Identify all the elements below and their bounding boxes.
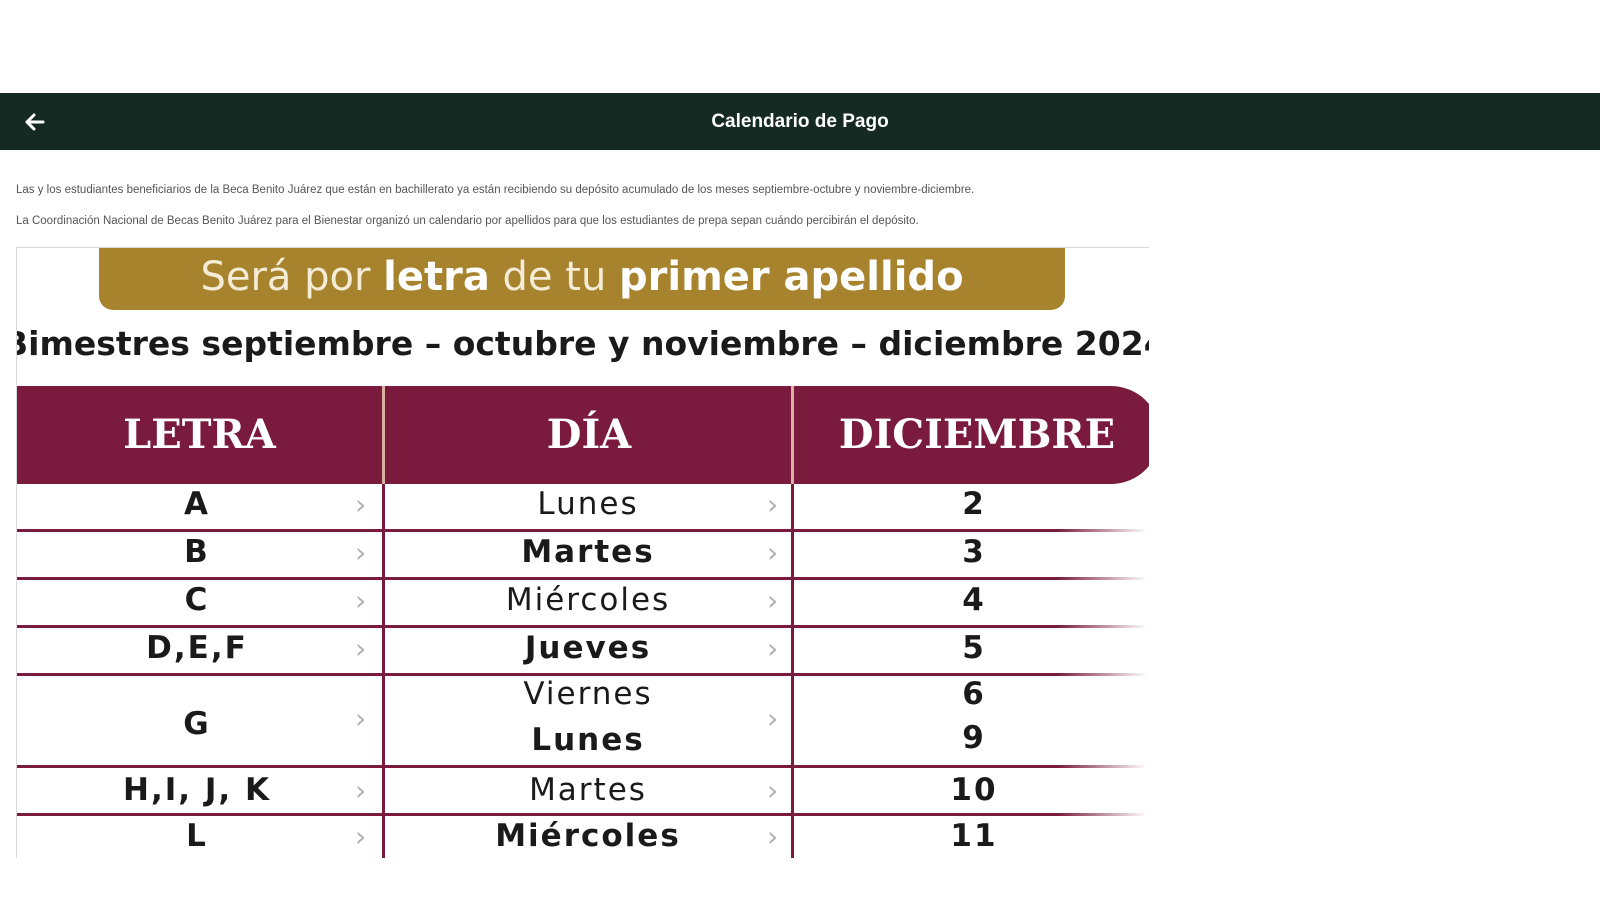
column-divider [791, 484, 794, 858]
row-day: Martes [521, 534, 655, 570]
table-header: LETRA DÍA DICIEMBRE [17, 386, 1149, 484]
chevron-right-icon: › [767, 702, 779, 735]
chevron-right-icon: › [355, 774, 367, 807]
letter-banner: Será por letra de tu primer apellido [99, 248, 1065, 310]
header-divider [382, 386, 385, 484]
intro-paragraph-1: Las y los estudiantes beneficiarios de l… [16, 184, 975, 196]
banner-text-2: letra [383, 254, 490, 300]
chevron-right-icon: › [355, 488, 367, 521]
table-row: L › Miércoles › 11 [17, 816, 1149, 858]
row-date: 6 [962, 676, 986, 712]
row-day: Viernes [523, 676, 653, 712]
table-row: A › Lunes › 2 [17, 484, 1149, 532]
app-bar: Calendario de Pago [0, 93, 1600, 150]
row-letter: D,E,F [146, 630, 248, 666]
back-button[interactable] [18, 105, 52, 139]
chevron-right-icon: › [355, 820, 367, 853]
chevron-right-icon: › [767, 536, 779, 569]
row-day: Miércoles [505, 582, 671, 618]
row-day: Martes [529, 772, 647, 808]
row-date-second: 9 [962, 720, 986, 756]
row-date: 4 [962, 582, 986, 618]
chevron-right-icon: › [767, 488, 779, 521]
row-letter: B [184, 534, 210, 570]
row-divider [17, 813, 1147, 816]
row-letter: A [184, 486, 210, 522]
chevron-right-icon: › [767, 774, 779, 807]
arrow-left-icon [25, 113, 45, 131]
row-letter: H,I, J, K [123, 772, 271, 808]
bimester-subtitle: Bimestres septiembre – octubre y noviemb… [16, 324, 1149, 363]
chevron-right-icon: › [767, 584, 779, 617]
table-row: B › Martes › 3 [17, 532, 1149, 580]
header-mes: DICIEMBRE [838, 411, 1116, 458]
column-divider [382, 484, 385, 858]
header-divider [791, 386, 794, 484]
row-date: 3 [962, 534, 986, 570]
row-letter: L [186, 818, 208, 854]
table-row: D,E,F › Jueves › 5 [17, 628, 1149, 676]
intro-paragraph-2: La Coordinación Nacional de Becas Benito… [16, 215, 919, 227]
row-day-second: Lunes [531, 722, 645, 758]
row-letter: G [183, 706, 211, 742]
row-divider [17, 625, 1147, 628]
table-row: C › Miércoles › 4 [17, 580, 1149, 628]
table-row: H,I, J, K › Martes › 10 [17, 768, 1149, 816]
chevron-right-icon: › [355, 584, 367, 617]
row-day: Miércoles [495, 818, 681, 854]
banner-text-4: primer apellido [619, 254, 964, 300]
row-day: Lunes [537, 486, 639, 522]
row-date: 5 [962, 630, 986, 666]
row-divider [17, 577, 1147, 580]
chevron-right-icon: › [355, 536, 367, 569]
row-date: 10 [950, 772, 998, 808]
row-date: 2 [962, 486, 986, 522]
row-day: Jueves [524, 630, 652, 666]
row-divider [17, 765, 1147, 768]
header-dia: DÍA [546, 411, 632, 458]
chevron-right-icon: › [767, 820, 779, 853]
chevron-right-icon: › [355, 632, 367, 665]
row-divider [17, 529, 1147, 532]
header-letra: LETRA [123, 411, 276, 458]
page-title: Calendario de Pago [711, 111, 889, 132]
row-divider [17, 673, 1147, 676]
chevron-right-icon: › [767, 632, 779, 665]
chevron-right-icon: › [355, 702, 367, 735]
payment-calendar-image: Será por letra de tu primer apellido Bim… [16, 247, 1149, 858]
row-date: 11 [950, 818, 998, 854]
banner-text-1: Será por [200, 254, 384, 300]
banner-text-3: de tu [489, 254, 620, 300]
table-row: G › Viernes Lunes › 6 9 [17, 676, 1149, 768]
row-letter: C [184, 582, 210, 618]
